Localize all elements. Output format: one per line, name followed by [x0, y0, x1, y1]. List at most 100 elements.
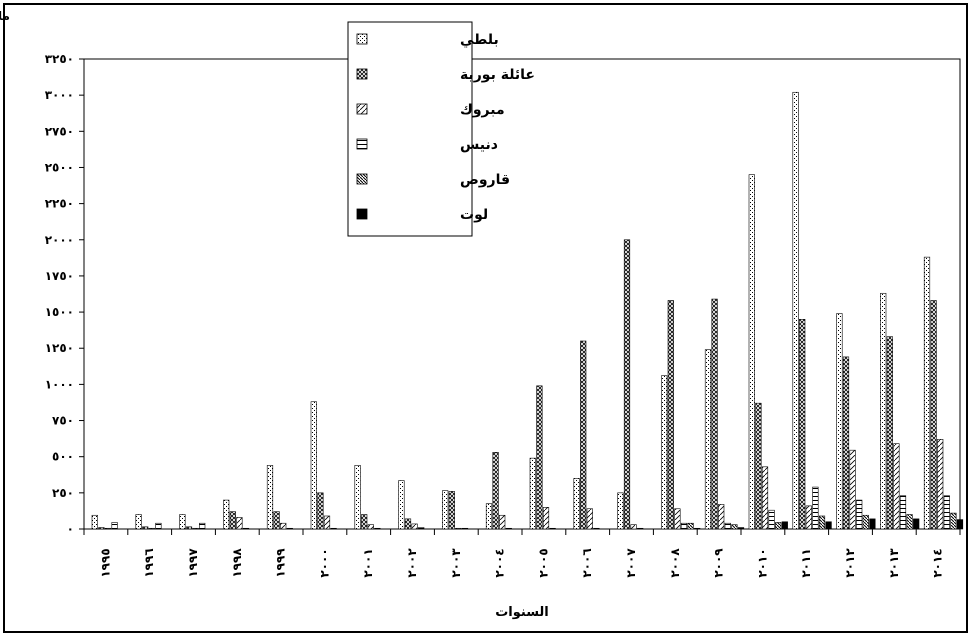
bar — [623, 239, 631, 530]
x-tick-label: ٢٠٠٤ — [493, 548, 507, 577]
bar — [761, 466, 769, 530]
legend-swatch — [356, 103, 368, 115]
bar — [724, 522, 731, 530]
bar — [330, 527, 337, 530]
bar — [148, 527, 155, 530]
bar — [179, 514, 186, 530]
bar — [886, 336, 893, 530]
bar — [755, 402, 762, 530]
legend: بلطي عائلة بورية مبروك دنيس قاروص لوت — [347, 21, 535, 237]
bar — [586, 508, 593, 530]
y-tick-label: ٣٢٥٠ — [45, 52, 74, 66]
y-tick-label: ٢٢٥٠ — [45, 197, 74, 211]
x-tick-label: ٢٠٠٩ — [712, 548, 726, 578]
legend-box — [347, 21, 473, 237]
legend-label: لوت — [460, 207, 488, 223]
bar — [354, 465, 361, 530]
bar — [505, 527, 512, 530]
legend-label: مبروك — [460, 102, 505, 118]
y-tick-label: ١٢٥٠ — [45, 341, 74, 355]
bar — [273, 511, 280, 530]
legend-swatch — [356, 33, 368, 45]
bar — [455, 527, 462, 530]
bar — [950, 512, 957, 530]
bar — [781, 521, 788, 530]
x-axis: ١٩٩٥ ١٩٩٦ ١٩٩٧ ١٩٩٨ ١٩٩٩ ٢٠٠٠ ٢٠٠١ ٢٠٠٢ ٢٠٠٣ ٢٠٠٤… — [83, 529, 961, 578]
bar — [529, 457, 536, 530]
bar — [485, 503, 493, 530]
bar — [229, 511, 236, 530]
bar — [893, 443, 900, 530]
bar — [192, 527, 199, 530]
x-tick-label: ١٩٩٦ — [142, 548, 156, 577]
legend-label: بلطي — [460, 32, 499, 48]
bar — [442, 490, 449, 530]
bar — [185, 526, 193, 530]
bar — [242, 527, 250, 530]
legend-label: دنيس — [460, 137, 498, 153]
bar — [711, 298, 718, 530]
bar — [404, 518, 412, 530]
y-tick-label: ١٧٥٠ — [45, 269, 74, 283]
bar — [880, 292, 887, 530]
bar — [155, 522, 162, 530]
bar — [748, 174, 755, 530]
bar — [862, 514, 869, 530]
bar — [549, 527, 556, 530]
bar — [694, 527, 701, 530]
bar — [630, 524, 637, 530]
bar — [91, 514, 98, 530]
bar — [367, 524, 374, 530]
bar — [718, 504, 725, 530]
bar — [674, 508, 681, 530]
bar — [842, 356, 850, 530]
x-tick-label: ٢٠١١ — [799, 548, 813, 577]
bar — [236, 517, 243, 530]
bar — [310, 401, 317, 530]
bar — [142, 526, 149, 530]
x-axis-title: السنوات — [495, 605, 549, 620]
bar — [361, 514, 368, 530]
bar — [930, 300, 937, 530]
legend-swatch — [356, 68, 368, 80]
legend-swatch — [356, 208, 368, 220]
bar — [266, 465, 274, 530]
bar — [223, 499, 230, 530]
bar — [849, 449, 856, 530]
x-tick-label: ٢٠٠١ — [361, 548, 375, 577]
bar — [937, 439, 944, 530]
bar — [499, 514, 506, 530]
bar — [899, 495, 907, 530]
y-axis-title: مليون جنية — [0, 9, 10, 24]
bar — [818, 515, 826, 530]
bar — [98, 527, 105, 530]
x-tick-label: ٢٠٠٠ — [317, 548, 331, 577]
y-axis: ٠ ٢٥٠ ٥٠٠ ٧٥٠ ١٠٠٠ ١٢٥٠ ١٥٠٠ ١٧٥٠ ٢٠٠٠ ٢٢٥٠ ٢٥٠٠ ٢٧… — [45, 52, 84, 536]
y-tick-label: ٢٧٥٠ — [45, 124, 74, 138]
bar — [805, 505, 812, 530]
bar — [704, 349, 712, 530]
bar — [374, 527, 381, 530]
y-tick-label: ٢٠٠٠ — [45, 233, 74, 247]
bar — [536, 385, 543, 530]
bar — [836, 313, 843, 530]
bar — [111, 522, 118, 530]
bar — [542, 507, 550, 530]
legend-swatch — [356, 138, 368, 150]
y-tick-label: ٠ — [67, 522, 74, 536]
bar — [731, 524, 738, 530]
bar — [617, 492, 624, 530]
bar — [317, 492, 324, 530]
x-tick-label: ٢٠١٠ — [755, 548, 769, 577]
x-tick-label: ٢٠٠٥ — [536, 548, 550, 577]
bar — [637, 527, 644, 530]
bar — [799, 319, 806, 530]
bar — [667, 300, 674, 530]
bar — [411, 523, 418, 530]
bars — [91, 91, 964, 530]
bar — [418, 527, 425, 530]
bar — [869, 518, 876, 530]
bar — [923, 256, 931, 530]
bar — [775, 522, 782, 530]
